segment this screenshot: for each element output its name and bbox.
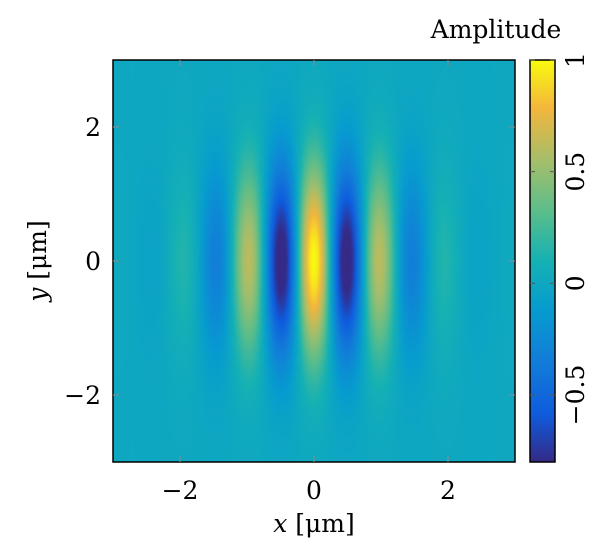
x-tick-label: 0 (306, 476, 322, 505)
heatmap-raster (113, 60, 515, 462)
colorbar-ticks: −0.5 0 0.5 1 (530, 52, 590, 425)
x-tick-label: 2 (440, 476, 456, 505)
y-axis-label: y [μm] (23, 220, 52, 303)
colorbar (530, 60, 555, 462)
y-axis-ticks: −2 0 2 (64, 113, 515, 410)
y-tick-label: 0 (85, 247, 101, 276)
y-tick-label: 2 (85, 113, 101, 142)
x-axis-label: x [μm] (273, 509, 355, 538)
y-tick-label: −2 (64, 381, 101, 410)
colorbar-title: Amplitude (430, 15, 562, 44)
colorbar-tick-label: 0 (561, 275, 590, 291)
x-tick-label: −2 (162, 476, 199, 505)
heatmap-image (113, 60, 515, 462)
colorbar-frame (529, 59, 556, 463)
colorbar-tick-label: 1 (561, 52, 590, 68)
colorbar-tick-label: 0.5 (561, 152, 590, 192)
colorbar-gradient (530, 60, 555, 462)
colorbar-tick-label: −0.5 (561, 365, 590, 426)
x-axis-ticks: −2 0 2 (162, 60, 456, 505)
